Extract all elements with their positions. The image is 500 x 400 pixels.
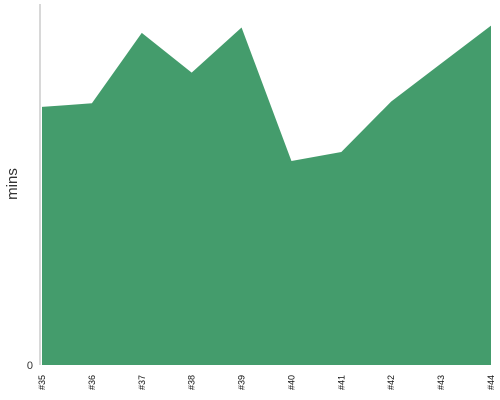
x-tick-label: #37 (137, 375, 147, 390)
x-tick-label: #43 (436, 375, 446, 390)
area-series (42, 25, 491, 365)
x-tick-label: #35 (37, 375, 47, 390)
x-tick-label: #40 (286, 375, 296, 390)
x-tick-label: #41 (336, 375, 346, 390)
x-tick-label: #39 (237, 375, 247, 390)
y-ticks: 0 (27, 360, 33, 372)
x-tick-label: #38 (187, 375, 197, 390)
x-tick-label: #36 (87, 375, 97, 390)
y-tick-label: 0 (27, 360, 33, 372)
x-tick-labels: #35 #36 #37 #38 #39 #40 #41 #42 #43 #44 (37, 375, 496, 390)
x-tick-label: #42 (386, 375, 396, 390)
y-axis-label: mins (4, 168, 21, 200)
x-tick-label: #44 (486, 375, 496, 390)
